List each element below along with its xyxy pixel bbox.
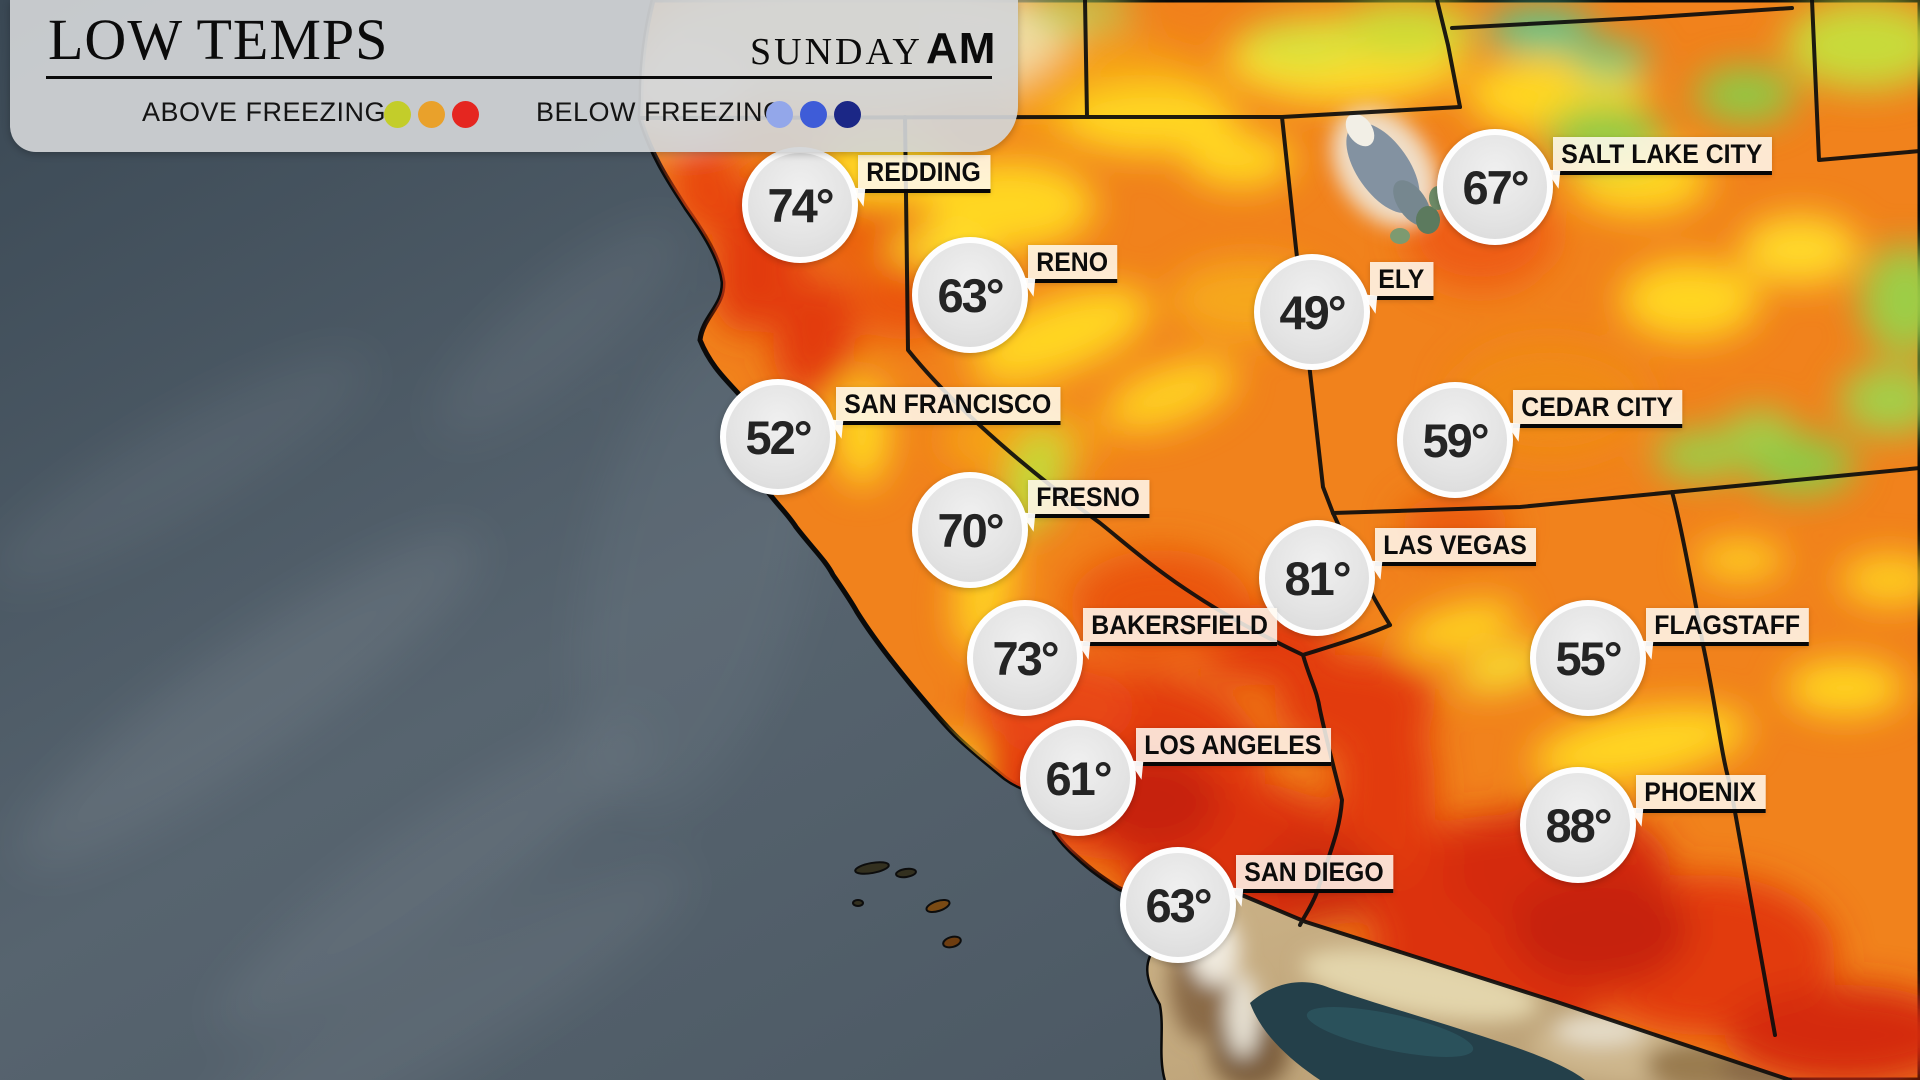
legend-below-freezing-label: BELOW FREEZING <box>536 97 785 127</box>
city-name: RENO <box>1036 247 1109 277</box>
legend-above-freezing-label: ABOVE FREEZING <box>142 97 387 127</box>
city-name: LOS ANGELES <box>1144 730 1322 760</box>
city-label: BAKERSFIELD <box>1073 608 1278 660</box>
city-name: REDDING <box>866 157 981 187</box>
temp-value: 63° <box>937 268 1004 322</box>
label-tail-icon <box>1018 277 1036 297</box>
border-oregon-idaho <box>1083 0 1089 119</box>
day-label: SUNDAY <box>750 31 923 73</box>
temp-bubble: 70° <box>912 472 1028 588</box>
label-tail-icon <box>848 187 866 207</box>
border-idaho-top <box>1450 6 1794 30</box>
temp-bubble: 61° <box>1020 720 1136 836</box>
header-panel: LOW TEMPS SUNDAY AM ABOVE FREEZING BELOW… <box>10 0 1018 152</box>
temp-value: 88° <box>1545 798 1612 852</box>
city-label: SAN DIEGO <box>1226 855 1393 907</box>
page-title: LOW TEMPS <box>48 7 389 72</box>
city-label: FRESNO <box>1018 480 1149 532</box>
city-label: PHOENIX <box>1626 775 1766 827</box>
city-name: ELY <box>1378 264 1425 294</box>
legend-below-freezing-dots <box>766 101 861 128</box>
temp-bubble: 55° <box>1530 600 1646 716</box>
city-label: FLAGSTAFF <box>1636 608 1810 660</box>
temp-bubble: 81° <box>1259 520 1375 636</box>
above-freezing-dot-icon <box>452 101 479 128</box>
temp-bubble: 88° <box>1520 767 1636 883</box>
city-label: SAN FRANCISCO <box>826 387 1061 439</box>
city-label: ELY <box>1360 262 1434 314</box>
legend-above-freezing-dots <box>384 101 479 128</box>
label-tail-icon <box>1018 512 1036 532</box>
border-california-nevada <box>903 115 1305 657</box>
temp-value: 49° <box>1279 285 1346 339</box>
temp-value: 73° <box>992 631 1059 685</box>
temp-value: 70° <box>937 503 1004 557</box>
temp-value: 59° <box>1422 413 1489 467</box>
temp-value: 63° <box>1145 878 1212 932</box>
above-freezing-dot-icon <box>418 101 445 128</box>
border-wyoming <box>1810 0 1920 162</box>
city-name: SALT LAKE CITY <box>1561 139 1763 169</box>
city-name: LAS VEGAS <box>1383 530 1527 560</box>
city-name: BAKERSFIELD <box>1091 610 1268 640</box>
city-label: RENO <box>1018 245 1118 297</box>
great-salt-lake <box>1331 107 1447 244</box>
city-label: REDDING <box>848 155 991 207</box>
border-arizona-newmexico <box>1670 490 1777 1037</box>
city-name: SAN FRANCISCO <box>844 389 1052 419</box>
city-name: CEDAR CITY <box>1521 392 1674 422</box>
temp-value: 52° <box>745 410 812 464</box>
below-freezing-dot-icon <box>800 101 827 128</box>
label-tail-icon <box>1543 169 1561 189</box>
label-tail-icon <box>1636 640 1654 660</box>
temp-bubble: 59° <box>1397 382 1513 498</box>
label-tail-icon <box>1365 560 1383 580</box>
below-freezing-dot-icon <box>834 101 861 128</box>
label-tail-icon <box>1626 807 1644 827</box>
label-tail-icon <box>1226 887 1244 907</box>
label-tail-icon <box>1073 640 1091 660</box>
temp-bubble: 63° <box>1120 847 1236 963</box>
city-label: LOS ANGELES <box>1126 728 1331 780</box>
city-name: SAN DIEGO <box>1244 857 1384 887</box>
temp-value: 74° <box>767 178 834 232</box>
temp-bubble: 67° <box>1437 129 1553 245</box>
city-name: FLAGSTAFF <box>1654 610 1801 640</box>
period-label: AM <box>926 24 997 73</box>
city-label: SALT LAKE CITY <box>1543 137 1772 189</box>
city-name: PHOENIX <box>1644 777 1757 807</box>
temp-bubble: 63° <box>912 237 1028 353</box>
label-tail-icon <box>1360 294 1378 314</box>
city-name: FRESNO <box>1036 482 1140 512</box>
temp-bubble: 73° <box>967 600 1083 716</box>
city-label: LAS VEGAS <box>1365 528 1537 580</box>
city-label: CEDAR CITY <box>1503 390 1683 442</box>
temp-bubble: 49° <box>1254 254 1370 370</box>
label-tail-icon <box>1126 760 1144 780</box>
label-tail-icon <box>1503 422 1521 442</box>
border-utah-arizona <box>1331 466 1920 515</box>
temp-value: 61° <box>1045 751 1112 805</box>
title-underline <box>46 76 992 79</box>
temp-value: 81° <box>1284 551 1351 605</box>
temp-bubble: 52° <box>720 379 836 495</box>
label-tail-icon <box>826 419 844 439</box>
below-freezing-dot-icon <box>766 101 793 128</box>
channel-islands <box>852 861 962 949</box>
above-freezing-dot-icon <box>384 101 411 128</box>
border-idaho-east <box>1435 0 1462 109</box>
temp-value: 55° <box>1555 631 1622 685</box>
temp-bubble: 74° <box>742 147 858 263</box>
gulf-highlight <box>1306 1007 1474 1057</box>
temp-value: 67° <box>1462 160 1529 214</box>
